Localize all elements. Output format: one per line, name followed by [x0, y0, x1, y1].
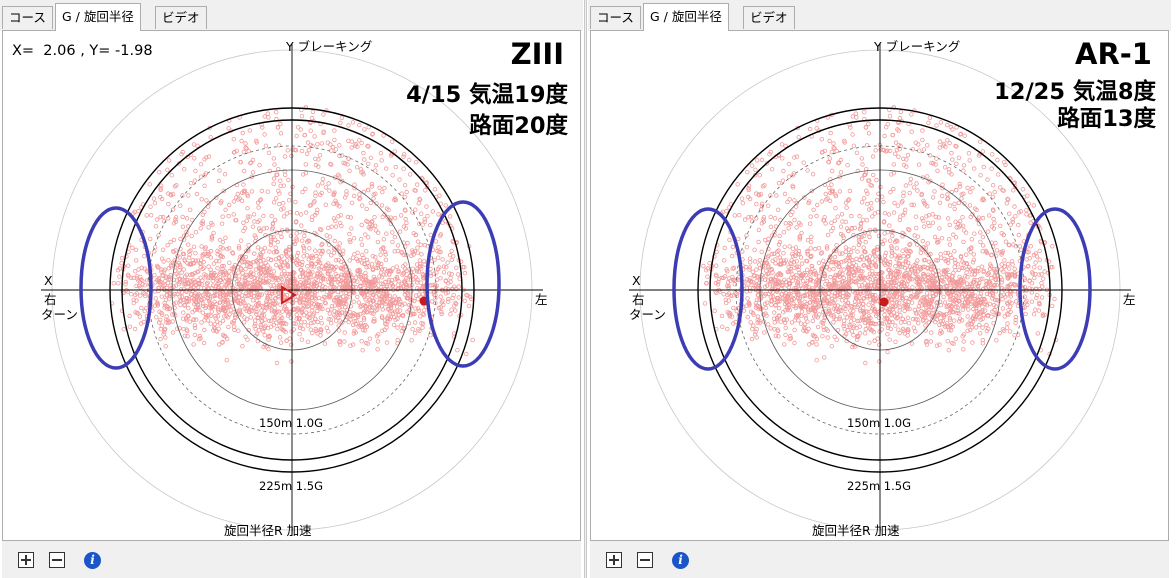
zoom-in-icon[interactable] [606, 552, 622, 568]
g-circle-chart: Y ブレーキング X 右 ターン 左 旋回半径R 加速 150m 1.0G 22… [41, 39, 548, 538]
axis-label-right-turn-2: ターン [629, 307, 666, 322]
axis-label-top: Y ブレーキング [285, 39, 372, 54]
current-position-marker [281, 285, 297, 305]
tab-bar: コース G / 旋回半径 ビデオ [588, 0, 1171, 31]
conditions-line-2: 路面20度 [469, 113, 568, 139]
ring-label-1-5g: 225m 1.5G [259, 479, 323, 493]
coord-readout: X= 2.06 , Y= -1.98 [12, 43, 153, 59]
tab-course[interactable]: コース [590, 6, 641, 29]
plot-toolbar: i [590, 541, 1169, 578]
tab-g-radius[interactable]: G / 旋回半径 [55, 3, 141, 31]
conditions-line-1: 4/15 気温19度 [406, 82, 568, 108]
tab-video[interactable]: ビデオ [743, 6, 795, 29]
info-icon[interactable]: i [84, 552, 101, 569]
conditions-line-1: 12/25 気温8度 [994, 79, 1156, 105]
car-name: ZIII [510, 37, 564, 71]
axis-label-right-turn-2: ターン [41, 307, 78, 322]
panel-splitter[interactable] [584, 0, 587, 578]
highlight-ellipse-left [672, 207, 744, 371]
g-radius-panel-right: コース G / 旋回半径 ビデオ Y ブレーキング X 右 ターン 左 旋回半径… [588, 0, 1171, 578]
axis-label-bottom: 旋回半径R 加速 [812, 523, 900, 538]
tab-g-radius[interactable]: G / 旋回半径 [643, 3, 729, 31]
highlight-ellipse-right [1018, 207, 1092, 371]
axis-label-bottom: 旋回半径R 加速 [224, 523, 312, 538]
ring-label-1g: 150m 1.0G [847, 416, 911, 430]
g-circle-chart: Y ブレーキング X 右 ターン 左 旋回半径R 加速 150m 1.0G 22… [629, 39, 1136, 538]
info-icon[interactable]: i [672, 552, 689, 569]
g-circle-plot[interactable]: Y ブレーキング X 右 ターン 左 旋回半径R 加速 150m 1.0G 22… [590, 30, 1169, 541]
ring-label-1-5g: 225m 1.5G [847, 479, 911, 493]
axis-label-x: X [632, 273, 641, 288]
axis-label-left: 左 [1123, 292, 1136, 307]
plot-toolbar: i [2, 541, 581, 578]
tab-course[interactable]: コース [2, 6, 53, 29]
tab-video[interactable]: ビデオ [155, 6, 207, 29]
conditions-line-2: 路面13度 [1057, 106, 1156, 132]
axis-label-right-turn: 右 [44, 292, 57, 307]
car-name: AR-1 [1075, 37, 1152, 71]
g-radius-panel-left: コース G / 旋回半径 ビデオ Y ブレーキング X 右 ターン 左 旋回半径… [0, 0, 583, 578]
ring-label-1g: 150m 1.0G [259, 416, 323, 430]
g-circle-plot[interactable]: Y ブレーキング X 右 ターン 左 旋回半径R 加速 150m 1.0G 22… [2, 30, 581, 541]
axis-label-x: X [44, 273, 53, 288]
current-position-marker [879, 297, 889, 307]
zoom-in-icon[interactable] [18, 552, 34, 568]
axis-label-left: 左 [535, 292, 548, 307]
tab-bar: コース G / 旋回半径 ビデオ [0, 0, 583, 31]
zoom-out-icon[interactable] [637, 552, 653, 568]
axis-label-right-turn: 右 [632, 292, 645, 307]
highlight-ellipse-left [79, 206, 153, 370]
zoom-out-icon[interactable] [49, 552, 65, 568]
axis-label-top: Y ブレーキング [873, 39, 960, 54]
highlight-ellipse-right [425, 200, 501, 368]
g-scatter-points [701, 105, 1059, 366]
